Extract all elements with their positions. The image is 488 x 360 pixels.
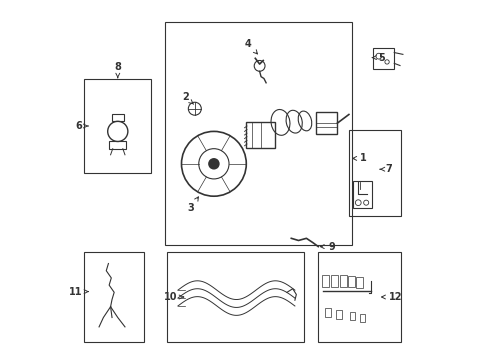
- Bar: [352, 181, 371, 208]
- Text: 1: 1: [352, 153, 366, 163]
- Bar: [246, 122, 275, 148]
- Text: 6: 6: [76, 121, 88, 131]
- Text: 12: 12: [381, 292, 401, 302]
- Text: 4: 4: [244, 39, 257, 54]
- Bar: [330, 275, 337, 287]
- Bar: [112, 114, 123, 121]
- Bar: [339, 275, 346, 287]
- Text: 8: 8: [114, 62, 121, 78]
- Text: 9: 9: [320, 242, 334, 252]
- Text: 2: 2: [182, 92, 193, 104]
- Text: 3: 3: [187, 197, 198, 213]
- Text: 7: 7: [379, 164, 391, 174]
- Bar: [355, 277, 363, 288]
- Bar: [359, 314, 365, 322]
- Circle shape: [208, 158, 219, 170]
- Text: 10: 10: [164, 292, 183, 302]
- Bar: [325, 308, 330, 317]
- Text: 5: 5: [372, 53, 385, 63]
- Bar: [316, 112, 337, 134]
- Bar: [349, 312, 355, 320]
- Bar: [347, 276, 355, 287]
- Bar: [335, 310, 341, 319]
- Bar: [109, 141, 126, 149]
- Text: 11: 11: [69, 287, 88, 297]
- Bar: [373, 48, 393, 69]
- Bar: [322, 275, 329, 287]
